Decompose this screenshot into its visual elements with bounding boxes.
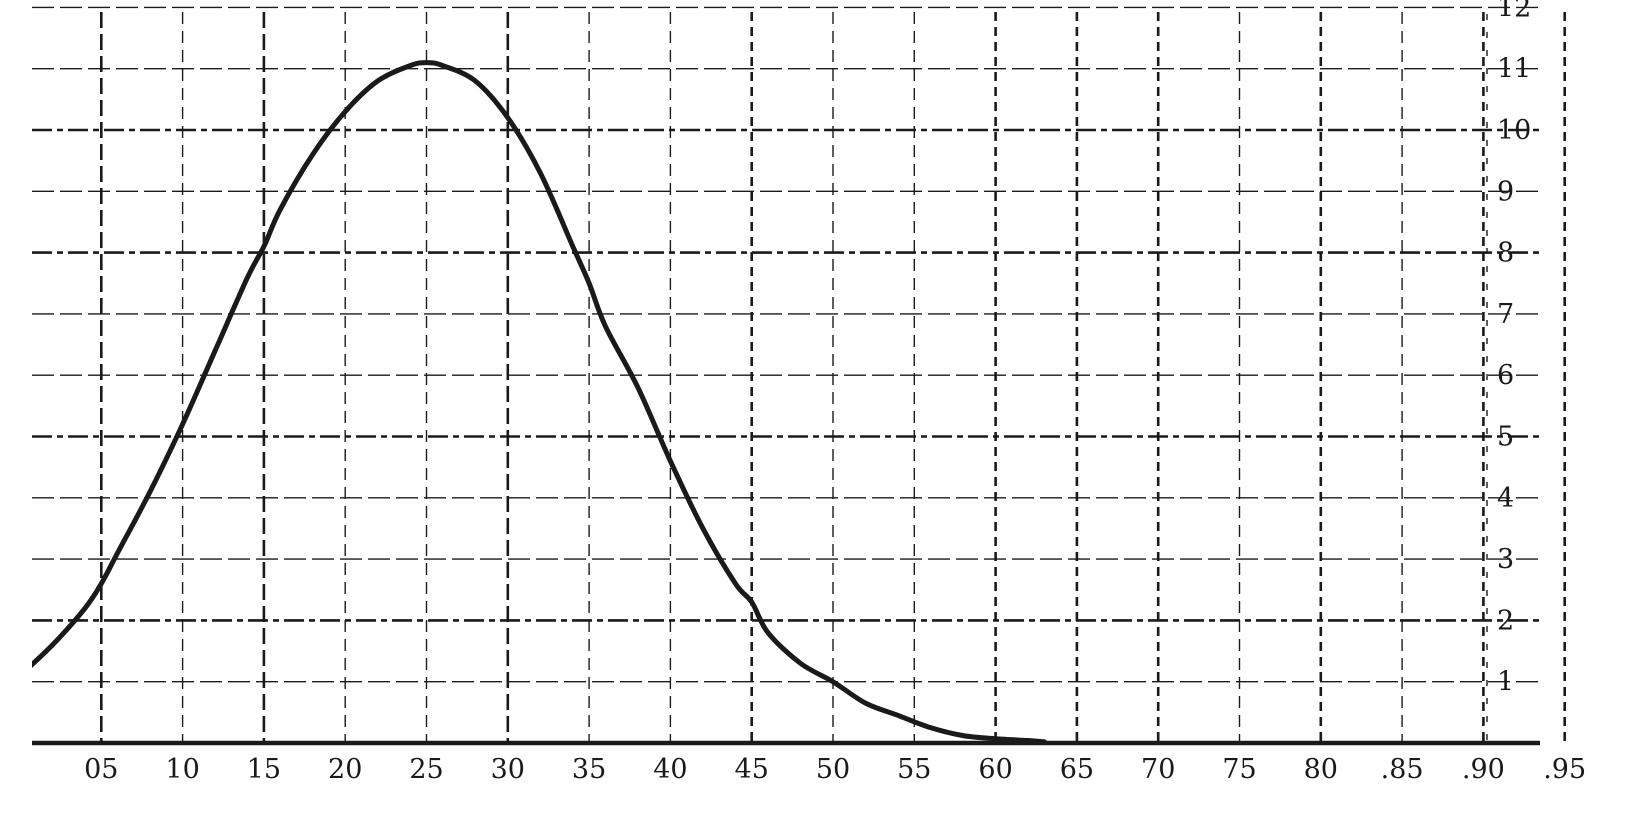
x-tick-label: 40 bbox=[653, 754, 687, 785]
x-tick-label: 30 bbox=[491, 754, 525, 785]
y-tick-label: 2 bbox=[1497, 605, 1514, 636]
x-tick-label: 65 bbox=[1060, 754, 1094, 785]
y-tick-label: 1 bbox=[1497, 667, 1514, 698]
y-tick-label: 8 bbox=[1497, 238, 1514, 269]
y-tick-label: 3 bbox=[1497, 544, 1514, 575]
grid-layer bbox=[32, 6, 1566, 743]
y-tick-label: 6 bbox=[1497, 360, 1514, 391]
x-tick-label: 70 bbox=[1141, 754, 1175, 785]
x-tick-label: 45 bbox=[735, 754, 769, 785]
y-tick-label: 4 bbox=[1497, 483, 1514, 514]
x-tick-label: 80 bbox=[1304, 754, 1338, 785]
y-tick-label: 11 bbox=[1497, 54, 1531, 85]
x-tick-label: 10 bbox=[165, 754, 199, 785]
x-tick-label: .85 bbox=[1381, 754, 1424, 785]
label-layer: 05 10 15 20 25 30 35 40 45 50 55 60 65 70 75 80.85.90.9… bbox=[84, 0, 1586, 785]
series-line bbox=[32, 60, 1047, 745]
x-tick-label: .90 bbox=[1462, 754, 1505, 785]
x-tick-label: 05 bbox=[84, 754, 118, 785]
x-tick-label: 15 bbox=[247, 754, 281, 785]
curve-layer bbox=[32, 60, 1047, 745]
y-tick-label: 10 bbox=[1497, 115, 1531, 146]
axis-layer bbox=[32, 14, 1540, 746]
y-tick-label: 9 bbox=[1497, 176, 1514, 207]
x-tick-label: 25 bbox=[409, 754, 443, 785]
x-tick-label: 50 bbox=[816, 754, 850, 785]
y-tick-label: 12 bbox=[1497, 0, 1531, 23]
x-tick-label: .95 bbox=[1543, 754, 1586, 785]
y-tick-label: 5 bbox=[1497, 422, 1514, 453]
x-tick-label: 20 bbox=[328, 754, 362, 785]
x-tick-label: 55 bbox=[897, 754, 931, 785]
x-tick-label: 60 bbox=[978, 754, 1012, 785]
x-tick-label: 35 bbox=[572, 754, 606, 785]
x-tick-label: 75 bbox=[1222, 754, 1256, 785]
y-tick-label: 7 bbox=[1497, 299, 1514, 330]
